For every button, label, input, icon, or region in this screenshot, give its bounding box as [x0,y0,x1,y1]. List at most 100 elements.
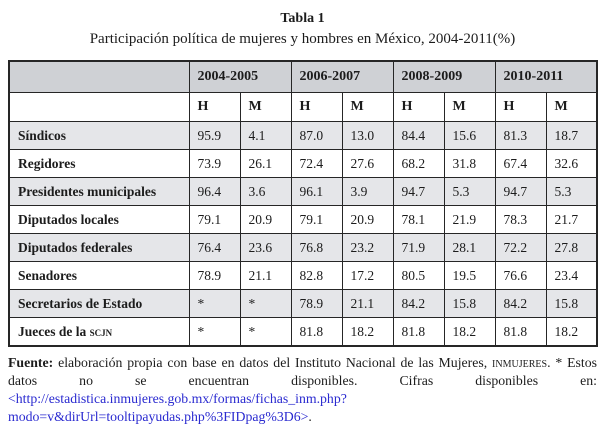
value-cell: * [239,317,292,347]
value-cell: 18.7 [545,121,598,150]
value-cell: 73.9 [188,149,241,178]
value-cell: 27.8 [545,233,598,262]
value-cell: 18.2 [341,317,394,347]
document-page: Tabla 1 Participación política de mujere… [8,11,599,426]
value-cell: 15.8 [545,289,598,318]
value-cell: 4.1 [239,121,292,150]
value-cell: 21.7 [545,205,598,234]
value-cell: 67.4 [494,149,547,178]
table-row: Diputados federales 76.4 23.6 76.8 23.2 71.9 2… [8,233,598,262]
value-cell: 79.1 [188,205,241,234]
row-label: Senadores [8,261,190,290]
corner-cell-top [8,60,190,93]
value-cell: 26.1 [239,149,292,178]
value-cell: 78.1 [392,205,445,234]
row-label: Presidentes municipales [8,177,190,206]
value-cell: 71.9 [392,233,445,262]
table-row: Presidentes municipales 96.4 3.6 96.1 3.9 94.… [8,177,598,206]
value-cell: 28.1 [443,233,496,262]
value-cell: 84.2 [494,289,547,318]
value-cell: 17.2 [341,261,394,290]
value-cell: * [188,317,241,347]
value-cell: 95.9 [188,121,241,150]
value-cell: 87.0 [290,121,343,150]
sex-header: H [494,92,547,122]
source-url-link[interactable]: <http://estadistica.inmujeres.gob.mx/for… [8,391,347,424]
year-header-row: 2004-2005 2006-2007 2008-2009 2010-2011 [8,60,598,93]
value-cell: 81.3 [494,121,547,150]
value-cell: * [188,289,241,318]
value-cell: 18.2 [443,317,496,347]
value-cell: 5.3 [545,177,598,206]
sex-header: M [341,92,394,122]
sex-header: H [290,92,343,122]
period-header: 2010-2011 [494,60,598,93]
value-cell: 78.9 [290,289,343,318]
table-subtitle: Participación política de mujeres y homb… [89,31,516,47]
value-cell: 81.8 [290,317,343,347]
period-header: 2008-2009 [392,60,496,93]
value-cell: 15.6 [443,121,496,150]
source-text-1: elaboración propia con base en datos del… [53,355,493,370]
inmujeres-smallcaps: inmujeres [492,355,548,370]
row-label: Jueces de la scjn [8,317,190,347]
value-cell: 96.1 [290,177,343,206]
value-cell: 84.2 [392,289,445,318]
value-cell: 76.4 [188,233,241,262]
table-row: Jueces de la scjn * * 81.8 18.2 81.8 18.2 81.8 1… [8,317,598,347]
value-cell: 81.8 [392,317,445,347]
table-row: Regidores 73.9 26.1 72.4 27.6 68.2 31.8 67.4 32.… [8,149,598,178]
value-cell: 23.2 [341,233,394,262]
value-cell: 5.3 [443,177,496,206]
source-note: Fuente: elaboración propia con base en d… [8,354,597,426]
value-cell: 32.6 [545,149,598,178]
row-label: Diputados federales [8,233,190,262]
table-row: Síndicos 95.9 4.1 87.0 13.0 84.4 15.6 81.3 18.7 [8,121,598,150]
period-header: 2006-2007 [290,60,394,93]
value-cell: 20.9 [341,205,394,234]
value-cell: 78.9 [188,261,241,290]
value-cell: 18.2 [545,317,598,347]
value-cell: 23.4 [545,261,598,290]
row-label: Síndicos [8,121,190,150]
value-cell: 84.4 [392,121,445,150]
row-label: Regidores [8,149,190,178]
sex-header: H [188,92,241,122]
table-body: Síndicos 95.9 4.1 87.0 13.0 84.4 15.6 81.3 18.7 R… [8,121,598,347]
value-cell: 96.4 [188,177,241,206]
value-cell: 13.0 [341,121,394,150]
value-cell: 81.8 [494,317,547,347]
value-cell: 21.1 [341,289,394,318]
row-label: Secretarios de Estado [8,289,190,318]
table-row: Secretarios de Estado * * 78.9 21.1 84.2 15.8 8… [8,289,598,318]
row-label-smallcaps: scjn [89,323,113,339]
value-cell: 68.2 [392,149,445,178]
value-cell: 76.6 [494,261,547,290]
value-cell: 76.8 [290,233,343,262]
sex-header: M [545,92,598,122]
value-cell: 19.5 [443,261,496,290]
value-cell: 72.2 [494,233,547,262]
value-cell: 31.8 [443,149,496,178]
value-cell: 3.9 [341,177,394,206]
value-cell: 79.1 [290,205,343,234]
source-text-3: . [308,409,312,424]
sex-header: M [239,92,292,122]
value-cell: 21.1 [239,261,292,290]
value-cell: 94.7 [392,177,445,206]
value-cell: 23.6 [239,233,292,262]
value-cell: 94.7 [494,177,547,206]
table-title: Tabla 1 [280,11,325,26]
table-row: Diputados locales 79.1 20.9 79.1 20.9 78.1 21.… [8,205,598,234]
row-label: Diputados locales [8,205,190,234]
period-header: 2004-2005 [188,60,292,93]
value-cell: 15.8 [443,289,496,318]
corner-cell-bottom [8,92,190,122]
table-row: Senadores 78.9 21.1 82.8 17.2 80.5 19.5 76.6 23.… [8,261,598,290]
value-cell: 80.5 [392,261,445,290]
source-label: Fuente: [8,355,54,370]
value-cell: 27.6 [341,149,394,178]
